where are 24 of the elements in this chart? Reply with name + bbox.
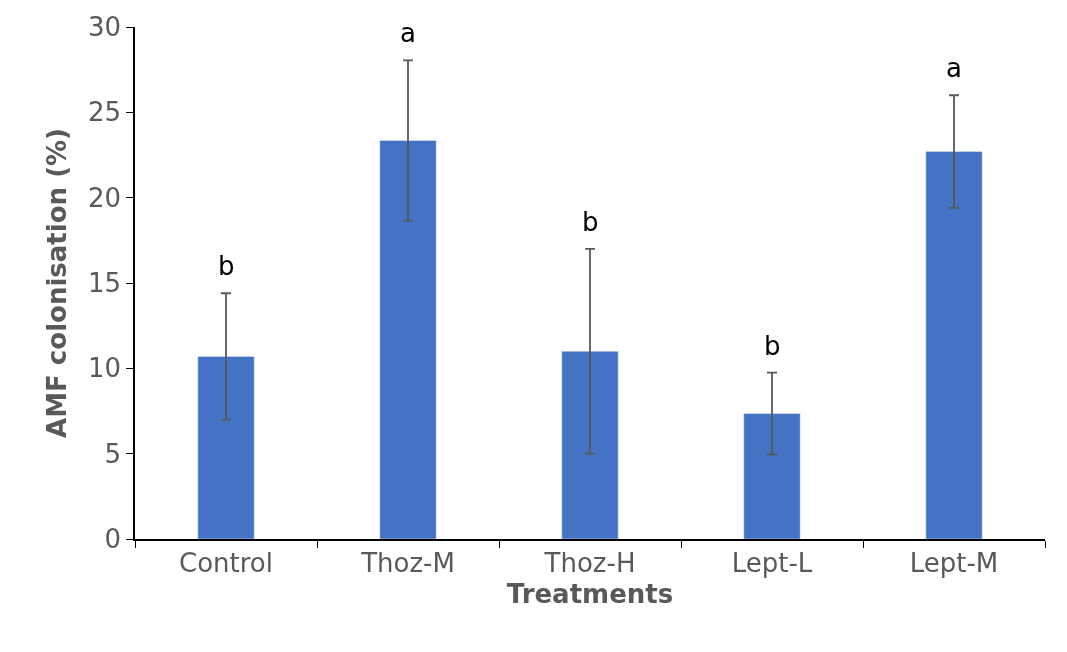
x-tick-label: Thoz-M	[360, 547, 455, 578]
x-tick-label: Control	[179, 547, 273, 578]
annotation: a	[400, 18, 416, 48]
bar	[379, 140, 437, 539]
x-tick-label: Lept-M	[909, 547, 999, 578]
annotation: b	[764, 331, 781, 361]
y-tick-label: 10	[87, 353, 122, 384]
y-tick-label: 0	[104, 524, 122, 555]
annotation: a	[946, 53, 962, 83]
bar	[743, 413, 801, 539]
bar	[197, 356, 255, 539]
x-tick-label: Thoz-H	[543, 547, 636, 578]
bar	[925, 151, 983, 539]
x-tick-label: Lept-L	[731, 547, 813, 578]
annotation: b	[218, 251, 235, 281]
x-axis-title: Treatments	[506, 579, 674, 610]
bar	[561, 351, 619, 539]
y-tick-label: 30	[87, 12, 122, 43]
y-tick-label: 20	[87, 182, 122, 213]
y-tick-label: 15	[87, 268, 122, 299]
y-axis-title: AMF colonisation (%)	[41, 128, 72, 438]
annotation: b	[582, 207, 599, 237]
y-tick-label: 5	[104, 438, 122, 469]
y-tick-label: 25	[87, 97, 122, 128]
